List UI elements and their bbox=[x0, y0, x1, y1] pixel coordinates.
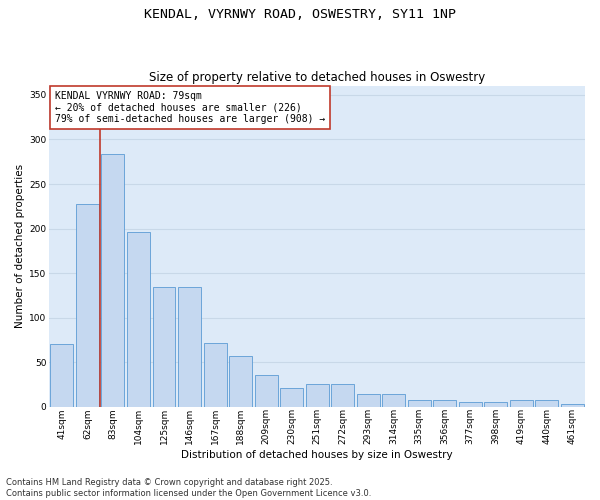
Bar bbox=[407, 400, 431, 406]
Bar bbox=[101, 154, 124, 406]
Text: KENDAL VYRNWY ROAD: 79sqm
← 20% of detached houses are smaller (226)
79% of semi: KENDAL VYRNWY ROAD: 79sqm ← 20% of detac… bbox=[55, 91, 325, 124]
Bar bbox=[382, 394, 405, 406]
Bar bbox=[484, 402, 507, 406]
Bar bbox=[510, 400, 533, 406]
Bar bbox=[50, 344, 73, 406]
Bar bbox=[433, 400, 456, 406]
Text: KENDAL, VYRNWY ROAD, OSWESTRY, SY11 1NP: KENDAL, VYRNWY ROAD, OSWESTRY, SY11 1NP bbox=[144, 8, 456, 20]
Bar bbox=[76, 204, 99, 406]
Bar bbox=[305, 384, 329, 406]
Bar bbox=[280, 388, 303, 406]
Bar bbox=[229, 356, 252, 406]
Bar bbox=[254, 374, 278, 406]
Bar bbox=[127, 232, 150, 406]
Bar bbox=[535, 400, 558, 406]
Bar bbox=[331, 384, 354, 406]
Bar bbox=[356, 394, 380, 406]
Bar bbox=[203, 342, 227, 406]
Bar bbox=[178, 288, 201, 406]
Bar bbox=[459, 402, 482, 406]
Y-axis label: Number of detached properties: Number of detached properties bbox=[15, 164, 25, 328]
Bar bbox=[152, 288, 175, 406]
Title: Size of property relative to detached houses in Oswestry: Size of property relative to detached ho… bbox=[149, 70, 485, 84]
Text: Contains HM Land Registry data © Crown copyright and database right 2025.
Contai: Contains HM Land Registry data © Crown c… bbox=[6, 478, 371, 498]
Bar bbox=[561, 404, 584, 406]
X-axis label: Distribution of detached houses by size in Oswestry: Distribution of detached houses by size … bbox=[181, 450, 453, 460]
